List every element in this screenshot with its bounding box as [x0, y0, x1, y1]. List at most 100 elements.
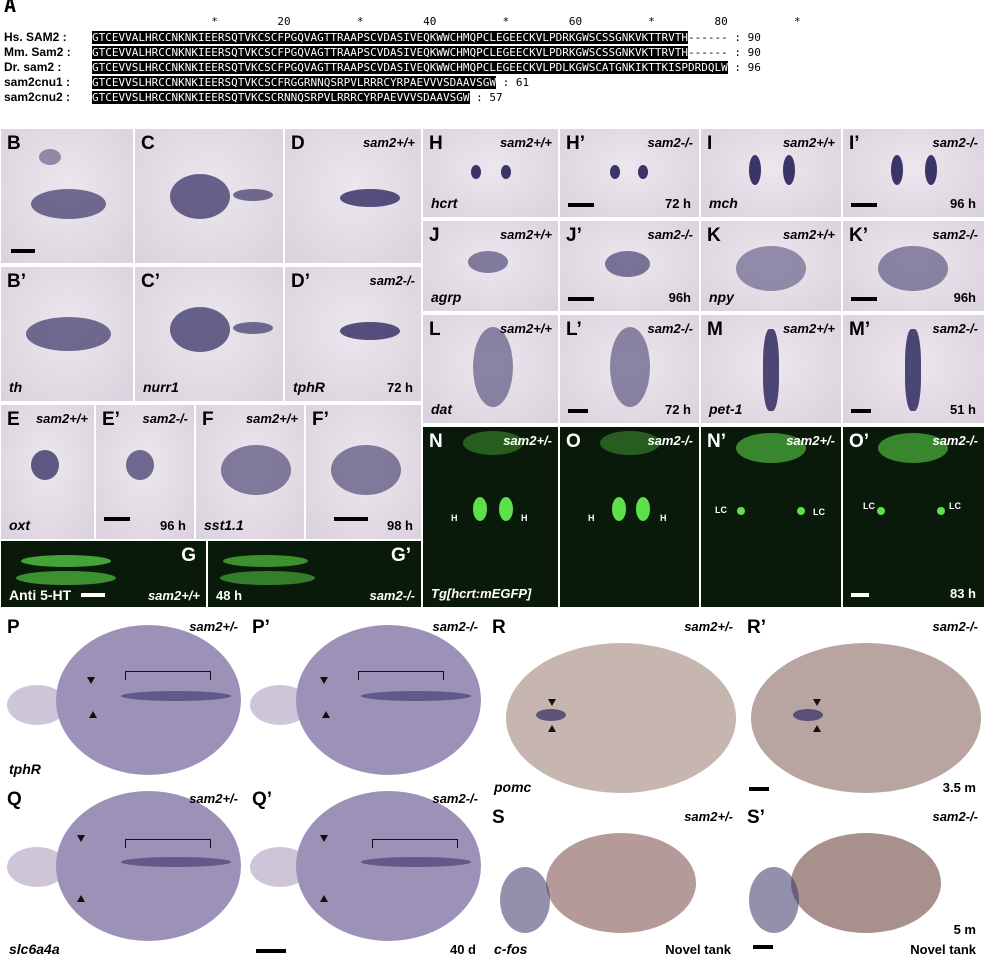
sequence-residues: GTCEVVALHRCCNKNKIEERSQTVKCSCFPGQVAGTTRAA…	[92, 31, 689, 44]
panel-m-prime: M’ sam2-/- 51 h	[842, 314, 985, 424]
stain-region	[610, 327, 650, 407]
stain-region	[340, 189, 400, 207]
panel-s: S sam2+/- c-fos Novel tank	[485, 802, 740, 964]
sequence-label: Dr. sam2 :	[4, 60, 62, 74]
fluorescent-cells	[220, 571, 315, 585]
gene-label: npy	[709, 289, 734, 305]
panel-q-prime: Q’ sam2-/- 40 d	[245, 784, 485, 964]
panel-label: K’	[849, 225, 868, 246]
panel-label: B	[7, 133, 21, 154]
gene-label: Anti 5-HT	[9, 587, 72, 603]
condition-label: Novel tank	[665, 942, 731, 957]
stain-region	[736, 246, 806, 291]
stain-region	[26, 317, 111, 351]
genotype-label: sam2+/-	[786, 433, 835, 448]
panel-h: H sam2+/+ hcrt	[422, 128, 559, 218]
fluorescent-cells	[499, 497, 513, 521]
stain-region	[468, 251, 508, 273]
panel-label: C	[141, 133, 155, 154]
sequence-row: GTCEVVALHRCCNKNKIEERSQTVKCSCFPGQVAGTTRAA…	[92, 45, 761, 60]
panel-k: K sam2+/+ npy	[700, 220, 842, 312]
sequence-label: Mm. Sam2 :	[4, 45, 71, 59]
panel-h-prime: H’ sam2-/- 72 h	[559, 128, 700, 218]
panel-c-prime: C’ nurr1	[134, 266, 284, 402]
alignment-panel: A * 20 * 40 * 60 * 80 * Hs. SAM2 : GTCEVV…	[0, 0, 985, 118]
fluorescent-cells	[21, 555, 111, 567]
fluorescent-cells	[797, 507, 805, 515]
genotype-label: sam2+/+	[782, 321, 835, 336]
genotype-label: sam2-/-	[932, 321, 978, 336]
time-label: 3.5 m	[942, 780, 976, 795]
sequence-label: sam2cnu2 :	[4, 90, 71, 104]
arrowhead	[89, 711, 97, 718]
panel-label: D	[291, 133, 305, 154]
panel-label: P’	[252, 617, 270, 638]
gene-label: nurr1	[143, 379, 179, 395]
genotype-label: sam2-/-	[647, 227, 693, 242]
genotype-label: sam2+/-	[684, 619, 733, 634]
scale-bar	[568, 203, 594, 207]
gene-label: pet-1	[709, 401, 743, 417]
arrowhead	[320, 835, 328, 842]
panel-l: L sam2+/+ dat	[422, 314, 559, 424]
time-label: 40 d	[449, 942, 476, 957]
genotype-label: sam2+/+	[499, 321, 552, 336]
panel-label: J’	[566, 225, 582, 246]
gene-label: oxt	[9, 517, 30, 533]
stain-region	[473, 327, 513, 407]
stain-region	[793, 709, 823, 721]
arrowhead	[548, 725, 556, 732]
panel-n: H H N sam2+/- Tg[hcrt:mEGFP]	[422, 426, 559, 608]
region-tag: H	[451, 513, 458, 523]
stain-region	[170, 174, 230, 219]
panel-label: Q’	[252, 789, 273, 810]
region-tag: LC	[863, 501, 875, 511]
panel-label: L	[429, 319, 441, 340]
genotype-label: sam2+/+	[499, 227, 552, 242]
panel-label: E	[7, 409, 20, 430]
panel-label: J	[429, 225, 440, 246]
genotype-label: sam2-/-	[932, 619, 978, 634]
brain-tissue	[791, 833, 941, 933]
sequence-residues: GTCEVVSLHRCCNKNKIEERSQTVKCSCFPGQVAGTTRAA…	[92, 61, 728, 74]
panel-g: G Anti 5-HT sam2+/+	[0, 540, 207, 608]
panel-q: Q sam2+/- slc6a4a	[0, 784, 245, 964]
genotype-label: sam2+/+	[245, 411, 298, 426]
panel-label: M’	[849, 319, 871, 340]
stain-region	[891, 155, 903, 185]
raphe-bracket	[125, 671, 211, 680]
stain-region	[536, 709, 566, 721]
genotype-label: sam2+/-	[684, 809, 733, 824]
fluorescent-cells	[937, 507, 945, 515]
panel-label: R’	[747, 617, 766, 638]
panel-k-prime: K’ sam2-/- 96h	[842, 220, 985, 312]
raphe-bracket	[372, 839, 458, 848]
panel-e: E sam2+/+ oxt	[0, 404, 95, 540]
gene-label: tphR	[293, 379, 325, 395]
panel-b: B	[0, 128, 134, 264]
sequence-length: : 57	[469, 91, 503, 104]
stain-region	[221, 445, 291, 495]
panel-label: D’	[291, 271, 310, 292]
scale-bar	[749, 787, 769, 791]
stain-region	[170, 307, 230, 352]
time-label: 72 h	[664, 402, 691, 417]
arrowhead	[320, 677, 328, 684]
sequence-length: : 96	[727, 61, 761, 74]
scale-bar	[851, 409, 871, 413]
panel-l-prime: L’ sam2-/- 72 h	[559, 314, 700, 424]
sequence-residues: GTCEVVSLHRCCNKNKIEERSQTVKCSCRNNQSRPVLRRR…	[92, 91, 470, 104]
panel-d-prime: D’ sam2-/- tphR 72 h	[284, 266, 422, 402]
genotype-label: sam2+/+	[35, 411, 88, 426]
condition-label: Novel tank	[910, 942, 976, 957]
gene-label: mch	[709, 195, 738, 211]
stain-region	[361, 691, 471, 701]
panel-m: M sam2+/+ pet-1	[700, 314, 842, 424]
time-label: 48 h	[216, 588, 243, 603]
sequence-length: ------ : 90	[688, 46, 761, 59]
gene-label: hcrt	[431, 195, 458, 211]
time-label: 72 h	[386, 380, 413, 395]
stain-region	[121, 857, 231, 867]
stain-region	[233, 189, 273, 201]
panel-i-prime: I’ sam2-/- 96 h	[842, 128, 985, 218]
